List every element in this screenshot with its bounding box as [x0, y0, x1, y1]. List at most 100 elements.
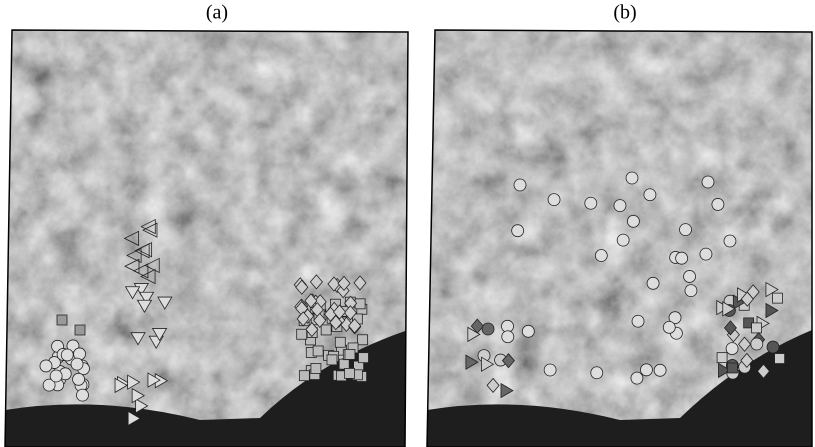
site-marker — [500, 382, 514, 399]
site-marker — [320, 324, 332, 336]
site-marker — [738, 336, 752, 352]
site-marker — [679, 223, 692, 237]
sea — [5, 330, 408, 447]
site-marker — [142, 222, 158, 238]
site-marker — [699, 247, 713, 261]
site-marker — [616, 233, 630, 247]
site-marker — [630, 371, 644, 385]
site-marker — [72, 372, 85, 386]
site-marker — [304, 293, 318, 309]
site-marker — [124, 258, 140, 274]
map-panel — [5, 30, 408, 447]
site-marker — [481, 322, 495, 336]
site-marker — [353, 275, 367, 291]
site-marker — [668, 311, 682, 325]
site-marker — [60, 348, 74, 362]
site-marker — [751, 322, 762, 334]
site-marker — [501, 353, 515, 369]
site-marker — [625, 171, 639, 185]
site-marker — [590, 366, 604, 380]
site-marker — [344, 368, 355, 379]
site-marker — [147, 372, 161, 388]
site-marker — [338, 358, 350, 370]
site-marker — [631, 314, 645, 328]
site-marker — [344, 349, 356, 360]
site-marker — [521, 324, 535, 338]
markers — [465, 171, 785, 399]
site-marker — [727, 362, 738, 374]
site-marker — [296, 328, 308, 340]
site-marker — [49, 369, 63, 383]
site-marker — [337, 275, 351, 291]
site-marker — [42, 378, 56, 392]
site-marker — [684, 284, 698, 298]
site-marker — [310, 363, 322, 374]
site-marker — [124, 286, 141, 300]
panel-label: (b) — [613, 2, 636, 24]
site-marker — [643, 188, 657, 202]
site-marker — [501, 330, 515, 344]
site-marker — [332, 304, 347, 320]
site-marker — [295, 279, 309, 295]
site-marker — [56, 314, 68, 326]
site-marker — [327, 276, 341, 292]
site-marker — [313, 312, 327, 328]
site-marker — [296, 311, 310, 327]
site-marker — [157, 296, 173, 310]
site-marker — [151, 328, 168, 342]
site-marker — [348, 318, 362, 334]
site-marker — [358, 352, 369, 364]
site-marker — [480, 356, 495, 372]
site-marker — [543, 363, 557, 377]
site-marker — [756, 363, 771, 379]
site-marker — [640, 363, 653, 377]
site-marker — [144, 257, 160, 274]
site-marker — [136, 242, 153, 258]
site-marker — [716, 352, 728, 364]
site-marker — [126, 247, 142, 264]
site-marker — [39, 359, 53, 373]
site-marker — [135, 398, 149, 414]
site-marker — [646, 276, 660, 290]
site-marker — [723, 320, 737, 336]
site-marker — [74, 324, 86, 336]
site-marker — [701, 175, 715, 189]
site-marker — [765, 302, 779, 319]
site-marker — [513, 178, 527, 192]
site-marker — [723, 234, 737, 248]
site-marker — [357, 334, 368, 346]
site-marker — [127, 410, 141, 427]
site-marker — [114, 377, 128, 394]
site-marker — [584, 196, 598, 210]
site-marker — [711, 198, 725, 211]
sea — [427, 330, 812, 447]
markers — [39, 218, 369, 427]
site-marker — [136, 299, 153, 314]
site-marker — [511, 224, 525, 238]
site-marker — [653, 363, 667, 377]
site-marker — [722, 301, 736, 317]
site-marker — [305, 321, 319, 338]
site-marker — [594, 249, 608, 262]
site-marker — [70, 357, 84, 371]
site-marker — [133, 263, 149, 279]
site-marker — [329, 315, 343, 331]
site-marker — [76, 388, 89, 402]
panel-label: (a) — [206, 2, 228, 24]
site-marker — [740, 291, 754, 307]
site-marker — [130, 332, 146, 346]
site-marker — [750, 337, 764, 351]
site-marker — [127, 374, 141, 390]
site-marker — [138, 291, 155, 306]
site-marker — [613, 199, 627, 213]
site-marker — [774, 353, 785, 364]
panel-frame — [426, 29, 813, 447]
site-marker — [683, 270, 696, 283]
site-marker — [626, 214, 640, 228]
site-marker — [140, 218, 156, 235]
site-marker — [725, 342, 739, 355]
site-marker — [467, 326, 481, 343]
site-marker — [131, 387, 145, 404]
